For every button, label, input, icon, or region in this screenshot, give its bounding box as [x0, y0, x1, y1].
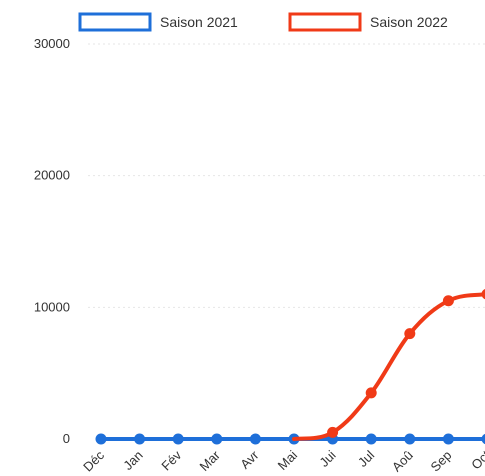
legend-swatch[interactable] [78, 12, 152, 32]
series-line [292, 292, 485, 441]
legend-swatch[interactable] [288, 12, 362, 32]
x-tick-label: Fév [158, 447, 184, 473]
series-0 [95, 433, 485, 445]
data-point[interactable] [211, 433, 223, 445]
y-tick-label: 10000 [34, 299, 70, 314]
data-point[interactable] [404, 328, 416, 340]
x-tick-label: Mar [196, 447, 223, 474]
y-tick-label: 30000 [34, 36, 70, 51]
series-1 [292, 289, 485, 441]
y-tick-label: 20000 [34, 168, 70, 183]
data-point[interactable] [404, 433, 416, 445]
data-point[interactable] [481, 289, 485, 300]
x-tick-label: Jan [120, 448, 145, 473]
data-point[interactable] [327, 426, 339, 438]
x-tick-label: Mai [275, 447, 300, 472]
legend-label[interactable]: Saison 2022 [370, 14, 448, 30]
data-point[interactable] [365, 433, 377, 445]
data-point[interactable] [442, 295, 454, 307]
y-tick-label: 0 [63, 431, 70, 446]
data-point[interactable] [249, 433, 261, 445]
legend-label[interactable]: Saison 2021 [160, 14, 238, 30]
x-tick-label: Déc [80, 447, 107, 474]
data-point[interactable] [172, 433, 184, 445]
grid-lines [88, 43, 485, 308]
data-point[interactable] [442, 433, 454, 445]
x-tick-label: Jul [355, 447, 377, 469]
x-tick-label: Aoû [389, 448, 416, 475]
x-tick-label: Avr [237, 447, 262, 472]
data-point[interactable] [134, 433, 146, 445]
data-point[interactable] [481, 433, 485, 445]
x-tick-label: Oct [468, 447, 485, 472]
data-point[interactable] [365, 387, 377, 399]
x-tick-label: Sep [428, 448, 455, 475]
x-tick-label: Jui [316, 447, 338, 469]
legend: Saison 2021 Saison 2022 [78, 12, 448, 32]
data-point[interactable] [95, 433, 107, 445]
